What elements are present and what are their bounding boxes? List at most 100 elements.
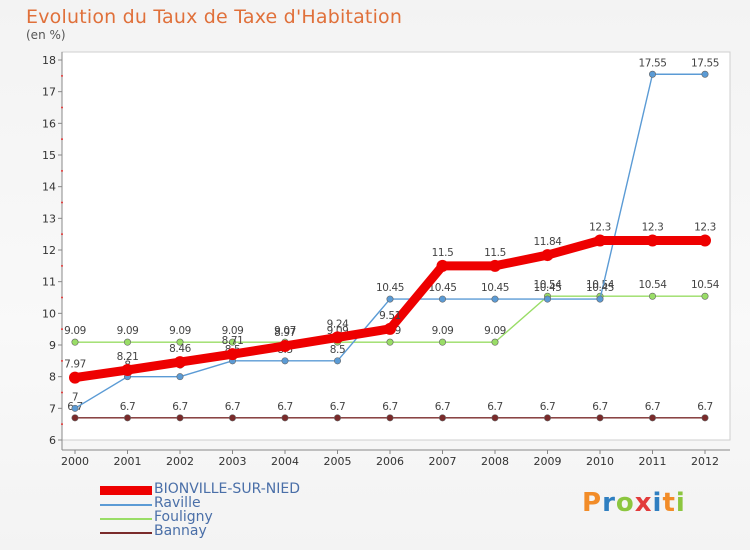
x-tick-label: 2000	[61, 455, 89, 468]
data-point	[229, 338, 237, 346]
chart-subtitle: (en %)	[26, 28, 66, 42]
data-point	[701, 414, 709, 422]
data-label: 9.51	[379, 310, 401, 322]
data-label: 9.24	[327, 318, 349, 330]
data-label: 6.7	[225, 401, 241, 413]
x-tick-label: 2003	[219, 455, 247, 468]
x-tick-label: 2009	[534, 455, 562, 468]
data-label: 11.5	[484, 247, 506, 259]
data-point	[489, 259, 501, 272]
data-point	[596, 414, 604, 422]
data-point	[491, 338, 499, 346]
y-minor-tick	[61, 169, 63, 172]
y-tick-label: 16	[42, 117, 56, 130]
data-label: 6.7	[120, 401, 136, 413]
data-point	[648, 292, 656, 300]
y-tick-label: 13	[42, 212, 56, 225]
data-point	[543, 414, 551, 422]
data-point	[71, 404, 79, 412]
data-label: 10.45	[533, 282, 561, 294]
data-label: 6.7	[697, 401, 713, 413]
x-tick-label: 2012	[691, 455, 719, 468]
data-label: 17.55	[691, 57, 719, 69]
data-point	[648, 414, 656, 422]
y-tick-label: 8	[49, 371, 56, 384]
data-label: 9.09	[117, 325, 139, 337]
legend-label: Bannay	[154, 523, 207, 539]
legend-label: BIONVILLE-SUR-NIED	[154, 481, 301, 497]
data-label: 10.45	[481, 282, 509, 294]
data-label: 12.3	[589, 222, 611, 234]
legend-swatch	[100, 504, 152, 506]
legend-label: Fouligny	[154, 509, 213, 525]
data-label: 10.45	[428, 282, 456, 294]
data-point	[701, 292, 709, 300]
data-point	[176, 338, 184, 346]
data-label: 9.09	[222, 325, 244, 337]
y-minor-tick	[61, 296, 63, 299]
logo-letter: o	[615, 488, 635, 518]
data-point	[176, 373, 184, 381]
data-label: 10.45	[376, 282, 404, 294]
data-point	[174, 356, 186, 369]
x-tick-label: 2010	[586, 455, 614, 468]
y-tick-label: 15	[42, 149, 56, 162]
y-tick-label: 7	[49, 402, 56, 415]
y-minor-tick	[61, 264, 63, 267]
x-tick-label: 2001	[114, 455, 142, 468]
x-tick-label: 2007	[429, 455, 457, 468]
data-point	[124, 414, 132, 422]
data-label: 10.54	[533, 279, 562, 291]
data-label: 8.46	[169, 343, 191, 355]
y-tick-label: 18	[42, 54, 56, 67]
data-point	[69, 371, 81, 384]
x-tick-label: 2011	[639, 455, 667, 468]
y-tick-label: 14	[42, 181, 56, 194]
logo-letter: i	[652, 488, 663, 518]
data-label: 10.45	[586, 282, 614, 294]
data-point	[281, 357, 289, 365]
data-point	[438, 338, 446, 346]
data-label: 6.7	[172, 401, 188, 413]
y-tick-label: 12	[42, 244, 56, 257]
data-label: 11.5	[432, 247, 454, 259]
data-point	[594, 234, 606, 247]
y-minor-tick	[61, 391, 63, 394]
data-point	[438, 414, 446, 422]
data-label: 8.5	[330, 344, 346, 356]
proxiti-logo: Proxiti	[582, 488, 686, 518]
data-label: 6.7	[487, 401, 503, 413]
data-point	[176, 414, 184, 422]
y-minor-tick	[61, 359, 63, 362]
data-point	[279, 339, 291, 352]
data-point	[491, 295, 499, 303]
data-point	[386, 295, 394, 303]
legend-swatch	[100, 518, 152, 520]
data-label: 7	[72, 391, 78, 403]
data-point	[124, 338, 132, 346]
data-point	[543, 295, 551, 303]
data-point	[229, 414, 237, 422]
data-point	[333, 357, 341, 365]
plot-area	[61, 51, 731, 441]
data-point	[71, 414, 79, 422]
data-point	[436, 259, 449, 272]
data-label: 10.54	[586, 279, 615, 291]
data-point	[386, 414, 394, 422]
data-label: 6.7	[277, 401, 293, 413]
data-label: 6.7	[645, 401, 661, 413]
data-label: 6.7	[592, 401, 608, 413]
data-label: 12.3	[694, 222, 716, 234]
data-label: 6.7	[382, 401, 398, 413]
x-tick-label: 2008	[481, 455, 509, 468]
logo-letter: x	[634, 488, 653, 518]
data-point	[71, 338, 79, 346]
logo-letter: i	[675, 488, 686, 518]
x-tick-label: 2004	[271, 455, 299, 468]
logo-letter: P	[582, 488, 603, 518]
data-point	[699, 234, 711, 247]
y-tick-label: 11	[42, 276, 56, 289]
data-point	[226, 348, 239, 361]
data-label: 12.3	[642, 222, 664, 234]
data-label: 9.09	[169, 325, 191, 337]
